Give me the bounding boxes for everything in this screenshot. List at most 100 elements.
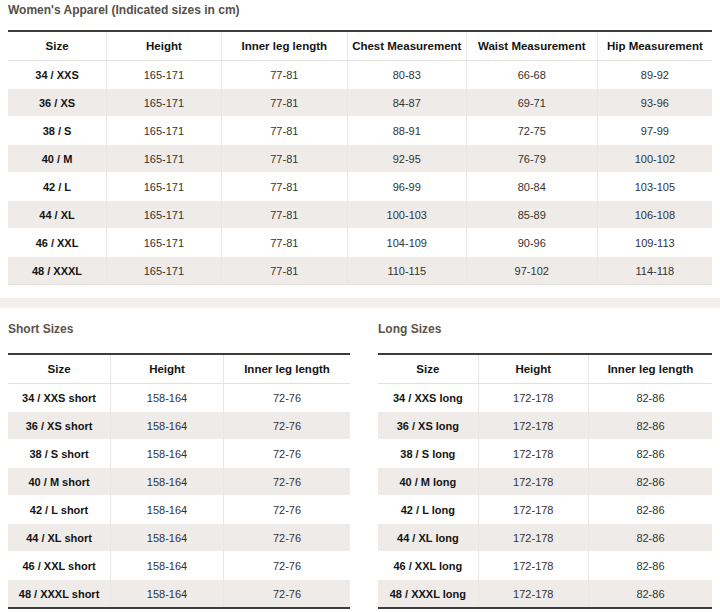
hip-cell: 100-102	[597, 145, 712, 173]
hip-cell: 103-105	[597, 173, 712, 201]
size-cell: 38 / S	[8, 117, 107, 145]
size-cell: 42 / L long	[378, 496, 478, 524]
height-cell: 165-171	[107, 173, 222, 201]
size-cell: 34 / XXS	[8, 61, 107, 89]
col-header-inner-leg: Inner leg length	[221, 31, 347, 61]
waist-cell: 90-96	[466, 229, 597, 257]
size-cell: 42 / L	[8, 173, 107, 201]
col-header-waist: Waist Measurement	[466, 31, 597, 61]
hip-cell: 109-113	[597, 229, 712, 257]
hip-cell: 89-92	[597, 61, 712, 89]
size-table-row: 48 / XXXL long 172-178 82-86	[378, 580, 712, 609]
chest-cell: 110-115	[347, 257, 466, 285]
inner-leg-cell: 72-76	[223, 496, 350, 524]
col-header-inner-leg: Inner leg length	[588, 354, 712, 384]
size-cell: 38 / S short	[8, 440, 111, 468]
inner-leg-cell: 82-86	[588, 468, 712, 496]
size-cell: 48 / XXXL long	[378, 580, 478, 609]
col-header-size: Size	[8, 31, 107, 61]
size-table-row: 46 / XXL long 172-178 82-86	[378, 552, 712, 580]
col-header-height: Height	[111, 354, 224, 384]
height-cell: 158-164	[111, 496, 224, 524]
chest-cell: 100-103	[347, 201, 466, 229]
col-header-height: Height	[107, 31, 222, 61]
height-cell: 158-164	[111, 412, 224, 440]
height-cell: 158-164	[111, 580, 224, 609]
inner-leg-cell: 72-76	[223, 580, 350, 609]
height-cell: 172-178	[478, 440, 588, 468]
size-cell: 48 / XXXL short	[8, 580, 111, 609]
height-cell: 158-164	[111, 468, 224, 496]
height-cell: 172-178	[478, 384, 588, 412]
col-header-chest: Chest Measurement	[347, 31, 466, 61]
size-table-row: 44 / XL long 172-178 82-86	[378, 524, 712, 552]
size-table-row: 36 / XS long 172-178 82-86	[378, 412, 712, 440]
height-cell: 165-171	[107, 61, 222, 89]
inner-leg-cell: 77-81	[221, 89, 347, 117]
size-table-row: 36 / XS 165-171 77-81 84-87 69-71 93-96	[8, 89, 712, 117]
size-cell: 46 / XXL long	[378, 552, 478, 580]
waist-cell: 66-68	[466, 61, 597, 89]
long-sizes-table: Size Height Inner leg length 34 / XXS lo…	[378, 353, 712, 609]
chest-cell: 80-83	[347, 61, 466, 89]
size-table-row: 34 / XXS short 158-164 72-76	[8, 384, 350, 412]
size-cell: 48 / XXXL	[8, 257, 107, 285]
col-header-hip: Hip Measurement	[597, 31, 712, 61]
size-table-row: 38 / S short 158-164 72-76	[8, 440, 350, 468]
inner-leg-cell: 82-86	[588, 580, 712, 609]
short-sizes-section: Short Sizes Size Height Inner leg length…	[8, 322, 350, 609]
size-table-row: 40 / M short 158-164 72-76	[8, 468, 350, 496]
height-cell: 172-178	[478, 552, 588, 580]
height-cell: 158-164	[111, 552, 224, 580]
size-cell: 40 / M long	[378, 468, 478, 496]
sub-sections: Short Sizes Size Height Inner leg length…	[8, 322, 712, 609]
hip-cell: 97-99	[597, 117, 712, 145]
height-cell: 165-171	[107, 257, 222, 285]
size-table-row: 38 / S long 172-178 82-86	[378, 440, 712, 468]
section-divider	[0, 298, 720, 308]
waist-cell: 80-84	[466, 173, 597, 201]
height-cell: 172-178	[478, 496, 588, 524]
chest-cell: 92-95	[347, 145, 466, 173]
long-sizes-title: Long Sizes	[378, 322, 712, 336]
short-sizes-title: Short Sizes	[8, 322, 350, 336]
height-cell: 158-164	[111, 384, 224, 412]
main-table-body: 34 / XXS 165-171 77-81 80-83 66-68 89-92…	[8, 61, 712, 285]
inner-leg-cell: 77-81	[221, 229, 347, 257]
inner-leg-cell: 82-86	[588, 412, 712, 440]
inner-leg-cell: 72-76	[223, 384, 350, 412]
long-header-row: Size Height Inner leg length	[378, 354, 712, 384]
size-table-row: 42 / L short 158-164 72-76	[8, 496, 350, 524]
col-header-size: Size	[8, 354, 111, 384]
size-cell: 42 / L short	[8, 496, 111, 524]
inner-leg-cell: 82-86	[588, 384, 712, 412]
size-table-row: 38 / S 165-171 77-81 88-91 72-75 97-99	[8, 117, 712, 145]
size-cell: 44 / XL	[8, 201, 107, 229]
inner-leg-cell: 77-81	[221, 173, 347, 201]
size-table-row: 34 / XXS 165-171 77-81 80-83 66-68 89-92	[8, 61, 712, 89]
hip-cell: 93-96	[597, 89, 712, 117]
size-table-row: 42 / L long 172-178 82-86	[378, 496, 712, 524]
size-cell: 34 / XXS short	[8, 384, 111, 412]
chest-cell: 84-87	[347, 89, 466, 117]
waist-cell: 85-89	[466, 201, 597, 229]
long-table-body: 34 / XXS long 172-178 82-86 36 / XS long…	[378, 384, 712, 609]
page-title: Women's Apparel (Indicated sizes in cm)	[8, 3, 720, 17]
size-table-row: 40 / M 165-171 77-81 92-95 76-79 100-102	[8, 145, 712, 173]
main-header-row: Size Height Inner leg length Chest Measu…	[8, 31, 712, 61]
height-cell: 172-178	[478, 468, 588, 496]
size-table-row: 46 / XXL short 158-164 72-76	[8, 552, 350, 580]
short-header-row: Size Height Inner leg length	[8, 354, 350, 384]
inner-leg-cell: 77-81	[221, 117, 347, 145]
size-cell: 40 / M	[8, 145, 107, 173]
waist-cell: 76-79	[466, 145, 597, 173]
size-table-row: 44 / XL 165-171 77-81 100-103 85-89 106-…	[8, 201, 712, 229]
size-cell: 38 / S long	[378, 440, 478, 468]
size-cell: 40 / M short	[8, 468, 111, 496]
inner-leg-cell: 82-86	[588, 496, 712, 524]
inner-leg-cell: 82-86	[588, 552, 712, 580]
inner-leg-cell: 72-76	[223, 440, 350, 468]
inner-leg-cell: 72-76	[223, 412, 350, 440]
waist-cell: 72-75	[466, 117, 597, 145]
col-header-height: Height	[478, 354, 588, 384]
